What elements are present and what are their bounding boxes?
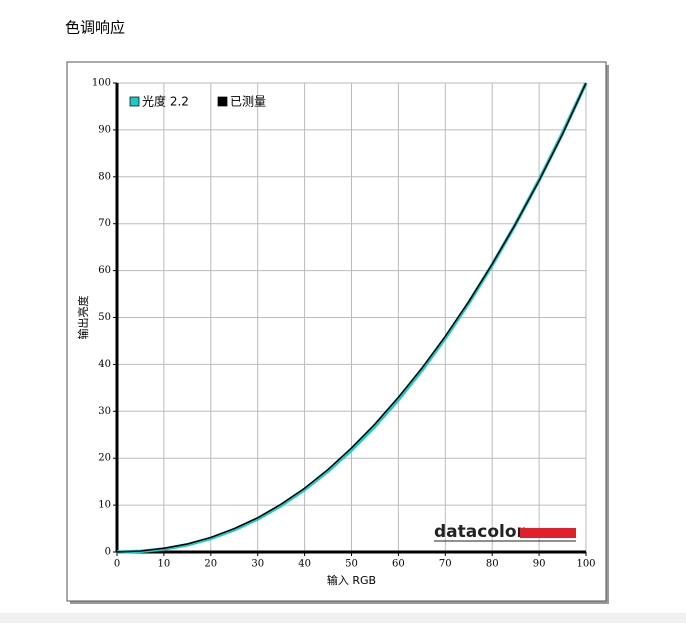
x-tick-label: 0 [114, 559, 120, 570]
x-tick-label: 40 [298, 559, 311, 570]
logo-bar [520, 528, 576, 538]
y-tick-label: 90 [98, 124, 111, 135]
y-tick-label: 50 [98, 312, 111, 323]
legend-label: 光度 2.2 [142, 94, 189, 109]
x-tick-label: 80 [486, 559, 499, 570]
page-title: 色调响应 [65, 19, 125, 37]
x-tick-label: 60 [392, 559, 405, 570]
y-tick-label: 40 [98, 359, 111, 370]
x-tick-label: 100 [576, 559, 595, 570]
x-tick-label: 70 [439, 559, 452, 570]
x-tick-label: 50 [345, 559, 358, 570]
y-tick-label: 20 [98, 453, 111, 464]
x-axis-label: 输入 RGB [327, 573, 376, 587]
y-tick-label: 100 [92, 78, 111, 89]
legend-swatch [217, 96, 228, 107]
y-axis-label: 输出亮度 [76, 296, 90, 340]
legend-label: 已测量 [230, 95, 266, 109]
chart-frame [66, 61, 607, 602]
x-tick-label: 90 [533, 559, 546, 570]
logo: datacolor [434, 522, 526, 542]
y-tick-label: 30 [98, 406, 111, 417]
y-tick-label: 10 [98, 500, 111, 511]
y-tick-label: 80 [98, 171, 111, 182]
y-tick-label: 60 [98, 265, 111, 276]
y-tick-label: 70 [98, 218, 111, 229]
legend-swatch [129, 96, 140, 107]
x-tick-label: 10 [158, 559, 171, 570]
x-tick-label: 20 [204, 559, 217, 570]
y-tick-label: 0 [105, 547, 111, 558]
series-line [116, 82, 587, 553]
x-tick-label: 30 [251, 559, 264, 570]
footer-strip [0, 613, 686, 623]
